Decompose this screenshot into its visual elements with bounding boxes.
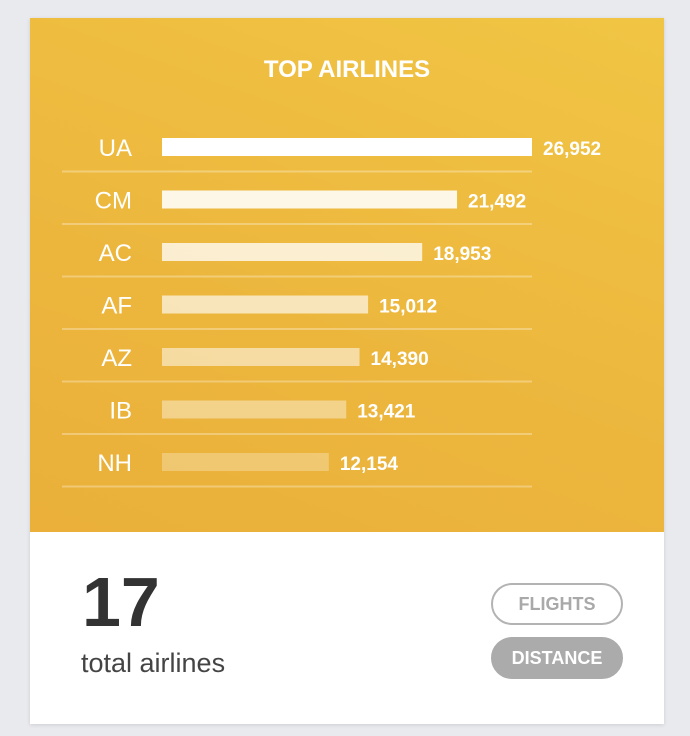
bar-chart: UA 26,952 CM 21,492 AC 18,953 AF 15,012 AZ 14,390… <box>62 135 601 488</box>
value-label: 15,012 <box>379 297 437 318</box>
value-label: 21,492 <box>468 192 526 213</box>
chart-panel: TOP AIRLINES UA 26,952 CM 21,492 AC 18,953 AF 1… <box>30 18 664 532</box>
bar-az <box>162 348 360 366</box>
category-label: AF <box>101 293 132 320</box>
total-label: total airlines <box>81 648 226 678</box>
distance-toggle-button[interactable]: DISTANCE <box>491 637 623 679</box>
bar-nh <box>162 453 329 471</box>
value-label: 12,154 <box>340 454 399 475</box>
top-airlines-card: TOP AIRLINES UA 26,952 CM 21,492 AC 18,953 AF 1… <box>30 18 664 724</box>
bar-af <box>162 295 369 314</box>
summary-panel: 17 total airlines FLIGHTS DISTANCE <box>30 532 664 724</box>
bar-ua <box>162 138 532 156</box>
category-label: IB <box>109 398 132 425</box>
category-label: AC <box>99 240 132 267</box>
category-label: NH <box>97 450 132 477</box>
bar-ac <box>162 243 423 261</box>
value-label: 26,952 <box>543 139 601 160</box>
category-label: UA <box>99 135 132 162</box>
value-label: 14,390 <box>371 349 429 370</box>
chart-title: TOP AIRLINES <box>263 56 431 83</box>
flights-toggle-button[interactable]: FLIGHTS <box>491 583 623 625</box>
bar-cm <box>162 190 458 209</box>
bar-ib <box>162 400 347 419</box>
category-label: AZ <box>101 345 132 372</box>
value-label: 18,953 <box>433 244 491 265</box>
category-label: CM <box>95 188 132 215</box>
value-label: 13,421 <box>357 402 416 423</box>
total-count: 17 <box>82 563 160 641</box>
